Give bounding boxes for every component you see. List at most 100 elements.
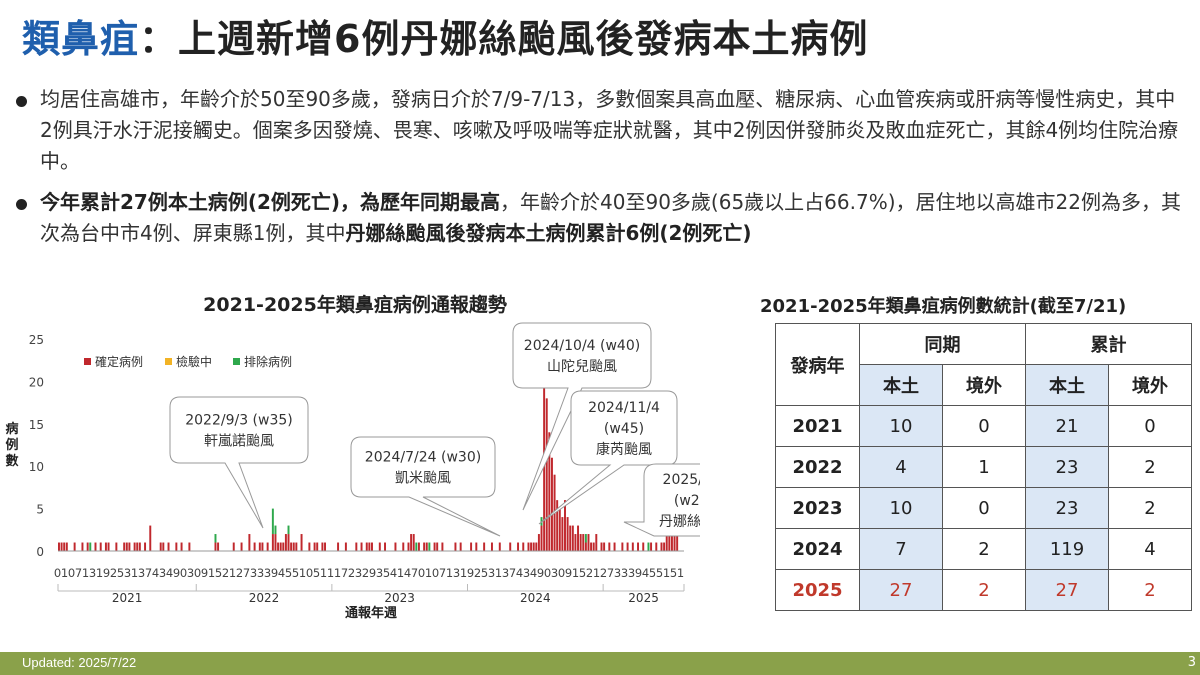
- week-tick-digit: 1: [208, 566, 215, 580]
- header-cum-imported: 境外: [1108, 364, 1192, 406]
- week-tick-digit: 2: [586, 566, 593, 580]
- confirmed-bar: [637, 542, 640, 551]
- same-local-cell: 10: [859, 405, 943, 447]
- y-tick-label: 5: [36, 503, 44, 517]
- table-row: 2021 10 0 21 0: [775, 405, 1192, 447]
- week-tick-digit: 9: [635, 566, 642, 580]
- confirmed-bar: [642, 542, 645, 551]
- header-same-local: 本土: [859, 364, 943, 406]
- confirmed-bar: [663, 542, 666, 551]
- confirmed-bar: [136, 542, 139, 551]
- week-tick-digit: 3: [159, 566, 166, 580]
- week-tick-digit: 1: [572, 566, 579, 580]
- annotation-text: 丹娜絲颱風: [659, 514, 700, 530]
- confirmed-bar: [282, 542, 285, 551]
- confirmed-bar: [258, 542, 261, 551]
- case-stats-table: 發病年 同期 累計 本土 境外 本土 境外 2021 10 0 21 0 202…: [775, 323, 1192, 611]
- confirmed-bar: [308, 542, 311, 551]
- week-tick-digit: 9: [271, 566, 278, 580]
- week-tick-digit: 3: [523, 566, 530, 580]
- table-row: 2025 27 2 27 2: [775, 569, 1192, 611]
- annotation-text: 凱米颱風: [395, 471, 451, 487]
- week-tick-digit: 1: [460, 566, 467, 580]
- confirmed-bar: [566, 517, 569, 551]
- confirmed-bar: [295, 542, 298, 551]
- week-tick-digit: 3: [621, 566, 628, 580]
- week-tick-digit: 2: [600, 566, 607, 580]
- confirmed-bar: [149, 525, 152, 551]
- cum-imported-cell: 2: [1108, 487, 1192, 529]
- annotation-text: 2022/9/3 (w35): [185, 413, 293, 429]
- week-tick-digit: 9: [467, 566, 474, 580]
- confirmed-bar: [454, 542, 457, 551]
- y-axis-label-char: 數: [5, 453, 18, 469]
- cum-imported-cell: 2: [1108, 446, 1192, 488]
- confirmed-bar: [232, 542, 235, 551]
- confirmed-bar: [423, 542, 426, 551]
- cum-local-cell: 119: [1025, 528, 1109, 570]
- page-number: 3: [1187, 655, 1196, 670]
- bullet-cumulative-highlight: 今年累計27例本土病例(2例死亡)，為歷年同期最高: [40, 190, 501, 214]
- week-tick-digit: 0: [180, 566, 187, 580]
- week-tick-digit: 3: [257, 566, 264, 580]
- confirmed-bar: [558, 508, 561, 551]
- bullet-dot-icon: [16, 199, 27, 210]
- confirmed-bar: [300, 534, 303, 551]
- legend-swatch: [233, 358, 240, 365]
- table-title: 2021-2025年類鼻疽病例數統計(截至7/21): [760, 296, 1127, 317]
- confirmed-bar: [530, 542, 533, 551]
- confirmed-bar: [590, 542, 593, 551]
- same-local-cell: 10: [859, 487, 943, 529]
- confirmed-bar: [574, 534, 577, 551]
- excluded-bar: [287, 525, 290, 535]
- y-axis-label-char: 病: [5, 421, 18, 437]
- confirmed-bar: [240, 542, 243, 551]
- week-tick-digit: 4: [530, 566, 537, 580]
- confirmed-bar: [324, 542, 327, 551]
- annotation-text: 山陀兒颱風: [547, 359, 617, 375]
- week-tick-digit: 3: [488, 566, 495, 580]
- annotation-text: (w27): [674, 493, 700, 509]
- week-tick-digit: 4: [390, 566, 397, 580]
- confirmed-bar: [631, 542, 634, 551]
- confirmed-bar: [577, 525, 580, 551]
- y-tick-label: 25: [29, 333, 44, 347]
- week-tick-digit: 1: [61, 566, 68, 580]
- week-tick-digit: 0: [544, 566, 551, 580]
- y-tick-label: 20: [29, 375, 44, 389]
- confirmed-bar: [545, 398, 548, 551]
- confirmed-bar: [433, 542, 436, 551]
- week-tick-digit: 3: [628, 566, 635, 580]
- week-tick-digit: 3: [453, 566, 460, 580]
- confirmed-bar: [665, 534, 668, 551]
- confirmed-bar: [107, 542, 110, 551]
- excluded-bar: [214, 534, 217, 543]
- week-tick-digit: 7: [411, 566, 418, 580]
- week-tick-digit: 1: [677, 566, 684, 580]
- confirmed-bar: [655, 542, 658, 551]
- confirmed-bar: [99, 542, 102, 551]
- confirmed-bar: [344, 542, 347, 551]
- week-tick-digit: 2: [222, 566, 229, 580]
- cum-local-cell: 23: [1025, 487, 1109, 529]
- week-tick-digit: 3: [551, 566, 558, 580]
- excluded-bar: [428, 542, 431, 551]
- week-tick-digit: 5: [313, 566, 320, 580]
- annotation-text: 2024/10/4 (w40): [524, 338, 640, 354]
- table-row: 2022 4 1 23 2: [775, 446, 1192, 488]
- confirmed-bar: [436, 542, 439, 551]
- year-cell: 2025: [775, 569, 860, 611]
- week-tick-digit: 1: [327, 566, 334, 580]
- week-tick-digit: 2: [236, 566, 243, 580]
- week-tick-digit: 5: [117, 566, 124, 580]
- week-tick-digit: 3: [264, 566, 271, 580]
- title-headline: 上週新增6例丹娜絲颱風後發病本土病例: [178, 17, 869, 61]
- confirmed-bar: [673, 525, 676, 551]
- confirmed-bar: [540, 525, 543, 551]
- week-tick-digit: 5: [579, 566, 586, 580]
- cum-imported-cell: 0: [1108, 405, 1192, 447]
- week-tick-digit: 5: [292, 566, 299, 580]
- bullet-dot-icon: [16, 96, 27, 107]
- year-label: 2022: [249, 591, 280, 605]
